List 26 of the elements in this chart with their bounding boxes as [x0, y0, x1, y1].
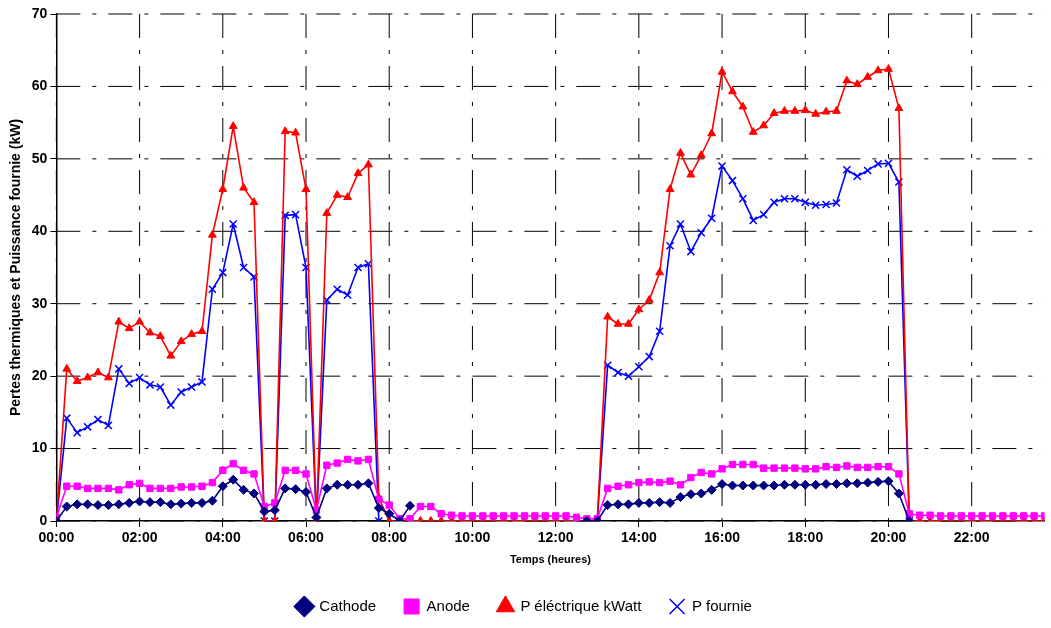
legend-label: P éléctrique kWatt	[520, 596, 643, 614]
x-tick-label: 04:00	[204, 529, 241, 546]
x-tick-label: 02:00	[121, 529, 158, 546]
x-tick-label: 00:00	[38, 529, 75, 546]
legend-label: P fournie	[692, 596, 752, 614]
y-tick-label: 70	[31, 4, 48, 21]
x-axis-title: Temps (heures)	[509, 553, 592, 566]
x-tick-label: 06:00	[288, 529, 325, 546]
x-tick-label: 20:00	[870, 529, 907, 546]
y-tick-label: 50	[31, 149, 48, 166]
x-tick-label: 10:00	[454, 529, 491, 546]
y-tick-label: 20	[31, 367, 48, 383]
y-tick-label: 30	[31, 294, 48, 311]
legend-label: Anode	[426, 596, 470, 614]
y-tick-label: 0	[39, 511, 48, 528]
y-tick-label: 60	[31, 77, 48, 94]
x-tick-label: 08:00	[371, 529, 408, 546]
legend-label: Cathode	[319, 596, 377, 614]
x-tick-label: 22:00	[953, 529, 990, 546]
y-tick-label: 40	[31, 222, 48, 239]
x-tick-label: 16:00	[704, 529, 741, 546]
y-tick-label: 10	[31, 439, 48, 456]
x-tick-label: 18:00	[787, 529, 824, 546]
x-tick-label: 14:00	[620, 529, 657, 546]
x-tick-label: 12:00	[537, 529, 574, 546]
y-axis-title: Pertes thermiques et Puissance fournie (kW)	[7, 118, 24, 417]
